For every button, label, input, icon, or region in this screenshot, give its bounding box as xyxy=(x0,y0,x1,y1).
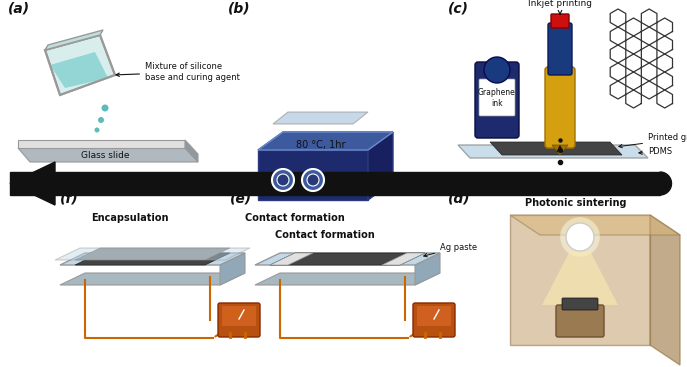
Polygon shape xyxy=(55,248,250,260)
Polygon shape xyxy=(45,30,103,50)
Polygon shape xyxy=(255,253,440,265)
Polygon shape xyxy=(45,35,115,95)
Polygon shape xyxy=(552,145,568,155)
Text: Printed graphene: Printed graphene xyxy=(619,134,687,148)
Text: (a): (a) xyxy=(8,1,30,15)
Text: 80 °C, 1hr: 80 °C, 1hr xyxy=(296,140,346,150)
Text: (e): (e) xyxy=(230,191,252,205)
FancyBboxPatch shape xyxy=(545,67,575,148)
Text: Glass slide: Glass slide xyxy=(81,150,129,160)
Polygon shape xyxy=(258,150,368,200)
Polygon shape xyxy=(650,215,680,365)
Polygon shape xyxy=(75,248,230,260)
Polygon shape xyxy=(60,253,245,265)
Text: Contact formation: Contact formation xyxy=(245,213,345,223)
Polygon shape xyxy=(273,112,368,124)
FancyBboxPatch shape xyxy=(417,306,451,326)
Polygon shape xyxy=(258,132,393,150)
Polygon shape xyxy=(510,215,680,235)
FancyBboxPatch shape xyxy=(413,303,455,337)
FancyArrow shape xyxy=(10,162,55,205)
Polygon shape xyxy=(18,140,185,148)
Circle shape xyxy=(277,174,289,186)
Text: (c): (c) xyxy=(448,1,469,15)
Polygon shape xyxy=(75,253,230,265)
Polygon shape xyxy=(415,253,440,285)
Polygon shape xyxy=(542,251,618,305)
Circle shape xyxy=(95,127,100,132)
Text: Ag paste: Ag paste xyxy=(424,243,477,257)
Circle shape xyxy=(484,57,510,83)
Text: Inkjet printing: Inkjet printing xyxy=(528,0,592,14)
FancyBboxPatch shape xyxy=(218,303,260,337)
Polygon shape xyxy=(255,273,440,285)
Circle shape xyxy=(98,117,104,123)
Polygon shape xyxy=(458,145,648,158)
Polygon shape xyxy=(50,52,108,88)
Circle shape xyxy=(560,217,600,257)
Circle shape xyxy=(102,105,109,112)
Circle shape xyxy=(566,223,594,251)
Polygon shape xyxy=(258,132,393,150)
Polygon shape xyxy=(660,172,671,195)
Text: Contact formation: Contact formation xyxy=(275,230,375,240)
FancyBboxPatch shape xyxy=(548,23,572,75)
FancyBboxPatch shape xyxy=(479,79,515,116)
Text: (d): (d) xyxy=(448,191,471,205)
Polygon shape xyxy=(510,215,650,345)
Polygon shape xyxy=(18,148,198,162)
Text: Graphene
ink: Graphene ink xyxy=(478,88,516,108)
Polygon shape xyxy=(60,273,245,285)
FancyBboxPatch shape xyxy=(556,305,604,337)
Polygon shape xyxy=(382,253,425,265)
Polygon shape xyxy=(185,140,198,162)
FancyBboxPatch shape xyxy=(222,306,256,326)
FancyBboxPatch shape xyxy=(10,172,660,195)
Circle shape xyxy=(307,174,319,186)
Text: (f): (f) xyxy=(60,191,79,205)
Circle shape xyxy=(272,169,294,191)
Polygon shape xyxy=(220,253,245,285)
FancyBboxPatch shape xyxy=(475,62,519,138)
FancyBboxPatch shape xyxy=(562,298,598,310)
Text: PDMS: PDMS xyxy=(639,148,672,156)
Text: Encapsulation: Encapsulation xyxy=(91,213,169,223)
Polygon shape xyxy=(270,253,425,265)
Polygon shape xyxy=(490,142,622,155)
Text: (b): (b) xyxy=(228,1,251,15)
Circle shape xyxy=(302,169,324,191)
FancyBboxPatch shape xyxy=(551,14,569,28)
Polygon shape xyxy=(270,253,313,265)
Text: Photonic sintering: Photonic sintering xyxy=(525,198,627,208)
Text: Mixture of silicone
base and curing agent: Mixture of silicone base and curing agen… xyxy=(116,62,240,82)
Polygon shape xyxy=(368,132,393,200)
